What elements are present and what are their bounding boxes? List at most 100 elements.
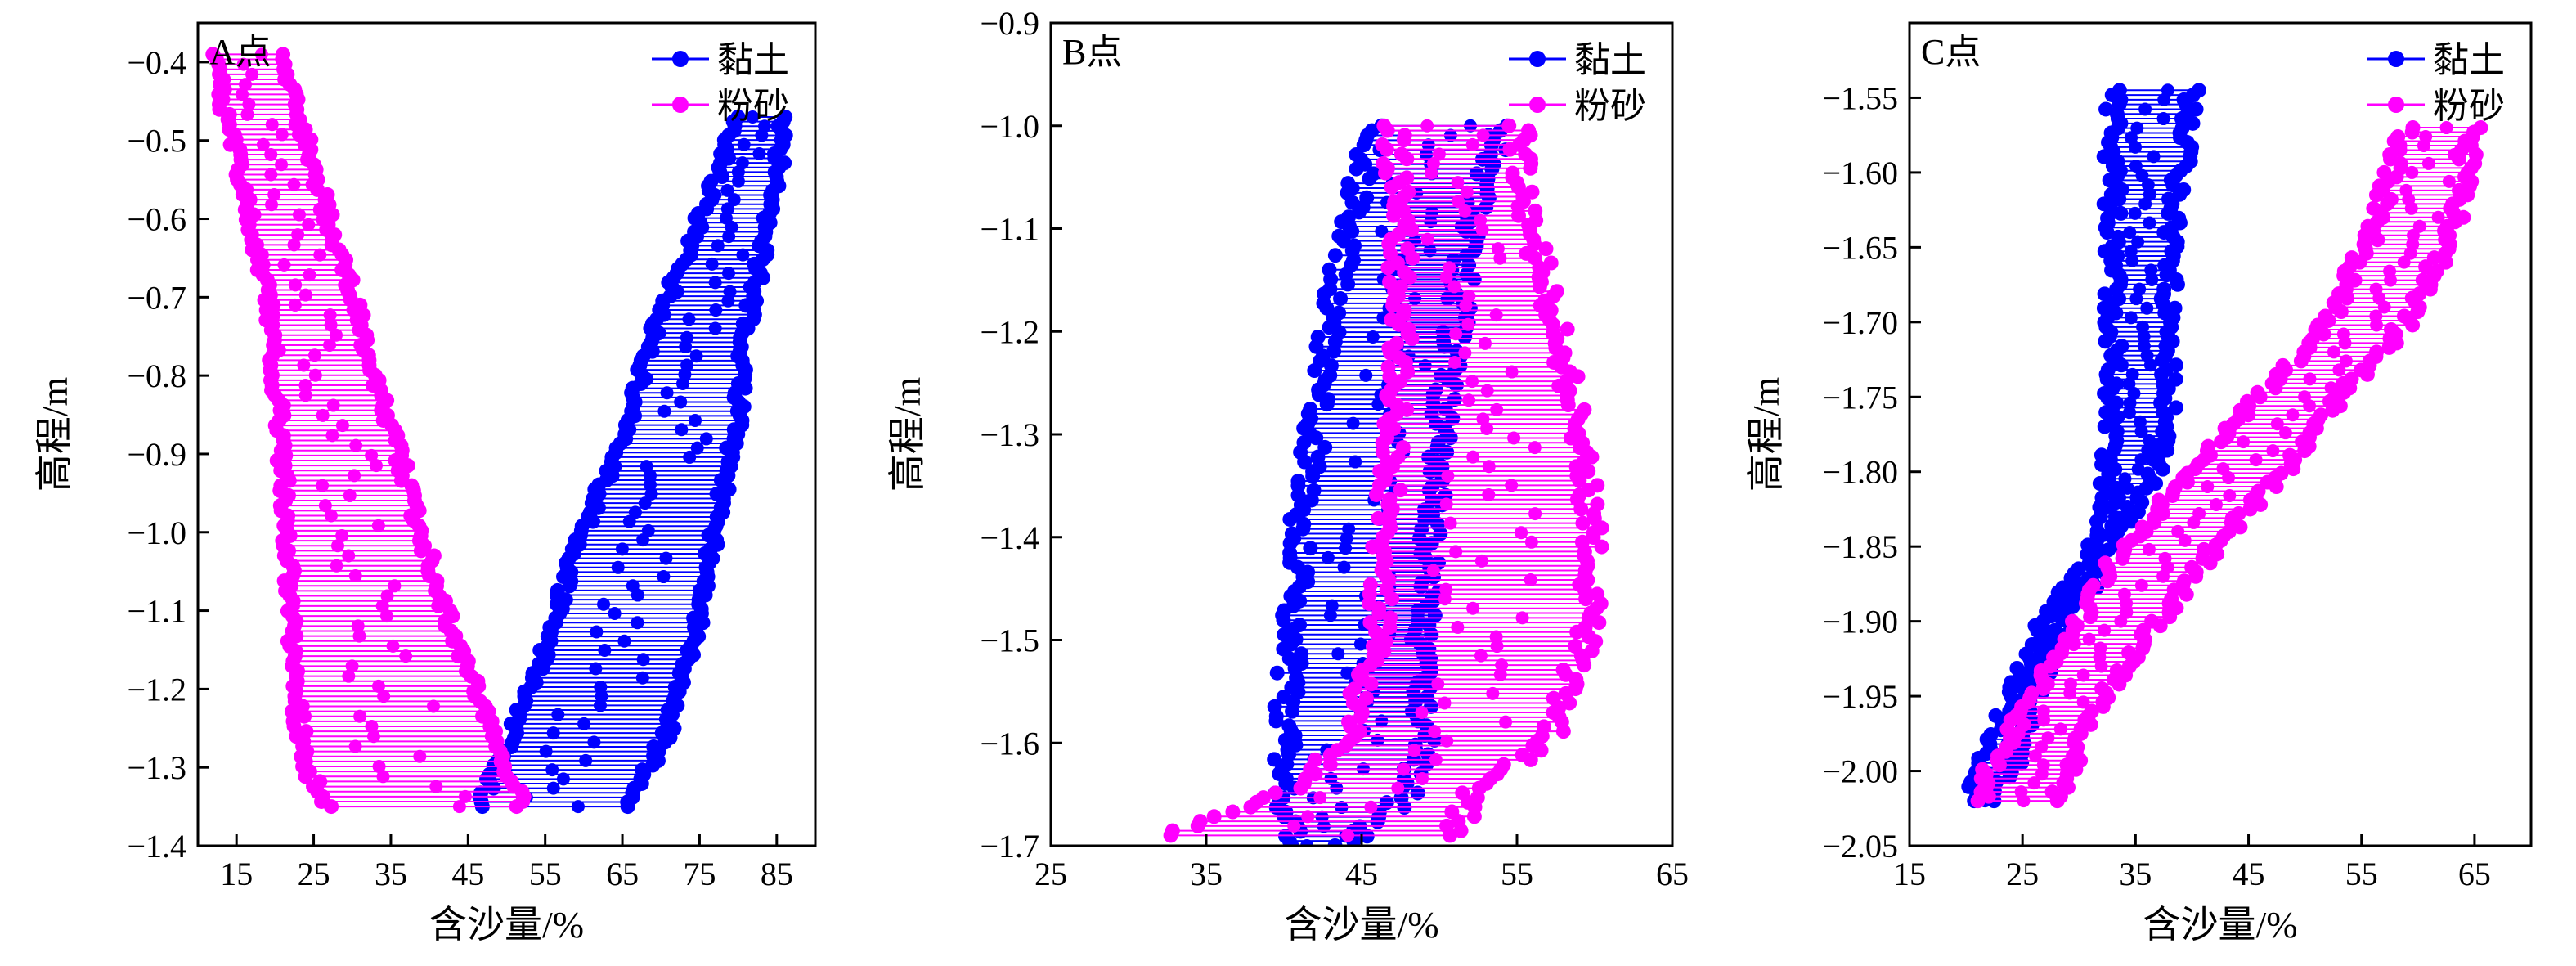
profile-point <box>365 719 379 733</box>
profile-point <box>1460 185 1474 199</box>
profile-point <box>2233 519 2248 535</box>
profile-point <box>2128 206 2142 220</box>
profile-point <box>2397 255 2411 269</box>
profile-point <box>2421 156 2435 170</box>
profile-point <box>371 519 385 532</box>
profile-point <box>1493 667 1507 681</box>
profile-point <box>1594 539 1609 555</box>
profile-point <box>1572 473 1587 488</box>
profile-point <box>2171 524 2185 538</box>
profile-point <box>1443 516 1457 530</box>
profile-point <box>1475 223 1489 237</box>
profile-point <box>1371 605 1387 621</box>
profile-point <box>2269 479 2284 495</box>
profile-point <box>1340 276 1356 292</box>
profile-point <box>556 772 570 786</box>
profile-point <box>577 717 591 730</box>
profile-point <box>1505 365 1519 379</box>
y-tick-label: −1.3 <box>127 749 186 786</box>
profile-point <box>551 708 565 721</box>
profile-point <box>1449 327 1463 341</box>
profile-point <box>1451 176 1465 190</box>
profile-point <box>1319 397 1335 412</box>
profile-point <box>1478 336 1492 350</box>
profile-point <box>297 358 311 372</box>
profile-point <box>2156 112 2170 126</box>
x-tick-label: 85 <box>761 856 793 892</box>
series-clay <box>472 109 793 815</box>
profile-point <box>275 158 289 172</box>
profile-point <box>1440 734 1454 748</box>
profile-point <box>579 753 593 767</box>
profile-point <box>1349 161 1364 177</box>
profile-point <box>1564 430 1579 446</box>
profile-point <box>1269 665 1285 681</box>
profile-point <box>371 679 385 693</box>
profile-point <box>1371 510 1386 526</box>
profile-point <box>277 258 291 272</box>
profile-point <box>1375 224 1389 238</box>
y-tick-label: −1.65 <box>1822 229 1898 266</box>
profile-point <box>1486 686 1500 700</box>
profile-point <box>264 168 278 182</box>
profile-point <box>1268 713 1284 729</box>
profile-point <box>287 238 301 252</box>
axes-frame <box>196 21 817 847</box>
y-tick-label: −1.2 <box>127 671 186 708</box>
profile-point <box>546 726 560 740</box>
profile-point <box>318 499 332 513</box>
profile-point <box>2339 354 2353 368</box>
profile-point <box>1364 800 1378 814</box>
y-tick-label: −0.5 <box>127 123 186 160</box>
profile-point <box>1190 818 1205 833</box>
profile-point <box>399 649 413 663</box>
y-tick-label: −2.05 <box>1822 828 1898 865</box>
profile-point <box>1482 460 1496 474</box>
profile-point <box>1533 743 1549 758</box>
profile-point <box>2237 435 2251 449</box>
profile-point <box>720 183 734 197</box>
profile-point <box>324 318 338 332</box>
profile-point <box>2223 488 2237 502</box>
profile-point <box>590 625 604 639</box>
profile-point <box>2123 226 2137 240</box>
profile-point <box>737 137 751 151</box>
y-tick-label: −1.5 <box>980 622 1039 659</box>
profile-point <box>622 514 636 528</box>
profile-point <box>1415 706 1429 720</box>
profile-point <box>1569 624 1585 640</box>
profile-point <box>1337 560 1351 574</box>
profile-point <box>1524 535 1538 549</box>
profile-point <box>413 543 429 559</box>
profile-point <box>240 107 254 121</box>
x-tick-label: 15 <box>1893 856 1926 892</box>
profile-point <box>2242 501 2258 517</box>
profile-point <box>675 423 689 437</box>
profile-point <box>657 570 671 584</box>
profile-point <box>264 147 278 161</box>
profile-point <box>2202 555 2218 571</box>
profile-point <box>2049 793 2065 809</box>
profile-point <box>388 579 402 593</box>
profile-point <box>2278 426 2292 440</box>
profile-point <box>1353 709 1368 725</box>
profile-point <box>1489 630 1503 644</box>
profile-point <box>366 730 380 744</box>
profile-point <box>239 78 253 92</box>
profile-point <box>2138 102 2152 116</box>
x-tick-label: 35 <box>2119 856 2152 892</box>
profile-point <box>1480 421 1494 435</box>
profile-point <box>458 789 472 803</box>
x-tick-label: 65 <box>1656 856 1689 892</box>
y-tick-label: −1.95 <box>1822 678 1898 715</box>
profile-point <box>265 198 279 212</box>
profile-point <box>1452 195 1465 209</box>
legend-marker <box>2388 97 2404 113</box>
x-axis-label: 含沙量/% <box>429 904 584 946</box>
profile-point <box>1502 142 1518 157</box>
y-tick-label: −1.0 <box>980 108 1039 145</box>
profile-point <box>509 799 524 815</box>
profile-point <box>298 288 312 302</box>
profile-point <box>2129 159 2143 173</box>
profile-point <box>288 298 302 312</box>
